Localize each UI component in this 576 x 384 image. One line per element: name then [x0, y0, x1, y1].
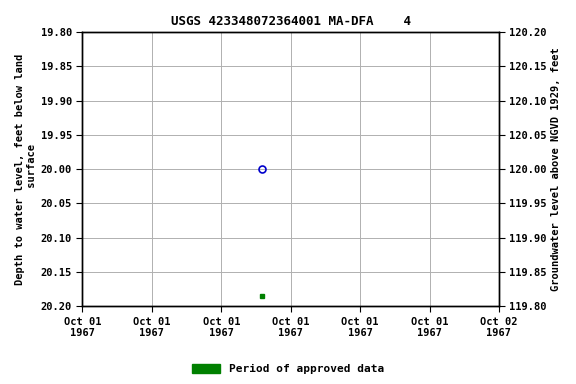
Y-axis label: Groundwater level above NGVD 1929, feet: Groundwater level above NGVD 1929, feet [551, 47, 561, 291]
Y-axis label: Depth to water level, feet below land
 surface: Depth to water level, feet below land su… [15, 53, 37, 285]
Title: USGS 423348072364001 MA-DFA    4: USGS 423348072364001 MA-DFA 4 [170, 15, 411, 28]
Legend: Period of approved data: Period of approved data [188, 359, 388, 379]
